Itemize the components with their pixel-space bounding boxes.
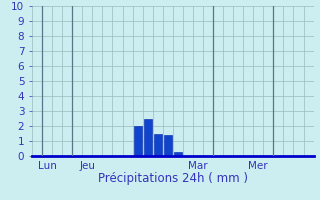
X-axis label: Précipitations 24h ( mm ): Précipitations 24h ( mm ) [98, 172, 248, 185]
Bar [133, 126, 142, 156]
Bar [164, 135, 172, 156]
Bar [174, 152, 182, 156]
Bar [154, 134, 162, 156]
Bar [144, 118, 152, 156]
